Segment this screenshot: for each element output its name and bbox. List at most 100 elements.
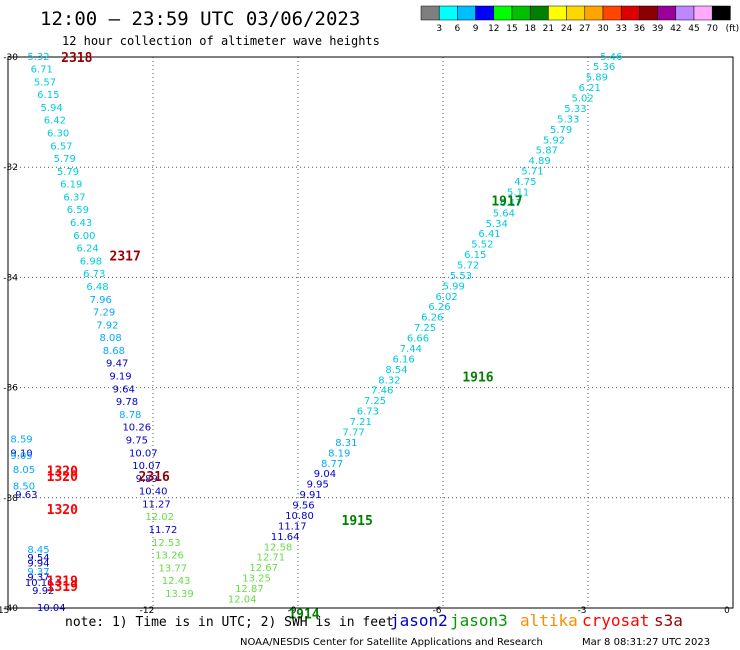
- color-swatch: [438, 5, 458, 21]
- wave-height-label: 13.26: [155, 551, 184, 562]
- wave-height-label: 5.72: [457, 260, 479, 271]
- pass-label: 1320: [47, 464, 78, 479]
- color-swatch: [693, 5, 713, 21]
- wave-height-label: 12.58: [264, 542, 293, 553]
- wave-height-label: 9.37: [27, 572, 49, 583]
- wave-height-label: 8.45: [27, 545, 49, 556]
- wave-height-label: 5.11: [507, 187, 529, 198]
- wave-height-label: 6.48: [86, 282, 108, 293]
- wave-height-label: 5.87: [536, 146, 558, 157]
- wave-height-label: 9.37: [27, 567, 49, 578]
- y-tick-label: -40: [3, 604, 18, 614]
- wave-height-label: 7.25: [414, 323, 436, 334]
- wave-height-label: 10.26: [122, 423, 151, 434]
- wave-height-label: 6.71: [31, 65, 53, 76]
- wave-height-label: 13.77: [159, 563, 188, 574]
- color-scale-unit: (ft): [726, 24, 740, 34]
- wave-height-label: 6.43: [70, 218, 92, 229]
- wave-height-label: 5.94: [40, 103, 62, 114]
- color-swatch: [602, 5, 622, 21]
- color-swatch: [475, 5, 495, 21]
- wave-height-label: 7.46: [371, 386, 393, 397]
- wave-height-label: 4.89: [529, 156, 551, 167]
- wave-height-label: 9.91: [299, 490, 321, 501]
- pass-label: 1319: [47, 574, 78, 589]
- wave-height-label: 5.89: [586, 73, 608, 84]
- wave-height-label: 9.05: [10, 451, 32, 462]
- wave-height-label: 13.39: [165, 589, 194, 600]
- pass-label: 1917: [491, 194, 522, 209]
- chart-title: 12:00 – 23:59 UTC 03/06/2023: [40, 8, 360, 30]
- wave-height-label: 10.07: [132, 461, 161, 472]
- wave-height-label: 5.92: [543, 135, 565, 146]
- wave-height-label: 6.59: [67, 205, 89, 216]
- wave-height-label: 4.75: [514, 177, 536, 188]
- color-scale-label: 3: [436, 24, 442, 34]
- wave-height-label: 9.47: [106, 359, 128, 370]
- x-tick-label: -9: [288, 606, 297, 616]
- mission-legend: jason2 jason3 altika cryosat s3a: [390, 611, 683, 630]
- wave-height-label: 5.33: [557, 114, 579, 125]
- wave-height-label: 5.99: [443, 281, 465, 292]
- wave-height-label: 12.04: [228, 594, 257, 605]
- wave-height-label: 9.95: [307, 480, 329, 491]
- wave-height-label: 5.34: [486, 219, 508, 230]
- wave-height-label: 7.25: [364, 396, 386, 407]
- y-tick-label: -32: [3, 163, 18, 173]
- wave-height-label: 8.68: [103, 346, 125, 357]
- color-swatch: [566, 5, 586, 21]
- color-swatch: [511, 5, 531, 21]
- wave-height-label: 6.16: [393, 354, 415, 365]
- wave-height-label: 9.92: [32, 586, 54, 597]
- color-scale-label: 42: [670, 24, 681, 34]
- wave-height-label: 5.52: [471, 240, 493, 251]
- wave-height-label: 12.67: [249, 563, 278, 574]
- wave-height-label: 13.25: [242, 574, 271, 585]
- color-scale-label: 45: [688, 24, 699, 34]
- color-swatch: [711, 5, 731, 21]
- wave-height-label: 5.71: [521, 167, 543, 178]
- footer-note: note: 1) Time is in UTC; 2) SWH is in fe…: [65, 615, 394, 630]
- wave-height-label: 6.17: [500, 198, 522, 209]
- data-marks: 5.32 6.715.57 6.15 5.94 6.42 6.306.57 5.79 5.79…: [10, 52, 622, 614]
- pass-label: 2316: [139, 470, 170, 485]
- wave-height-label: 11.64: [271, 532, 300, 543]
- wave-height-label: 7.29: [93, 308, 115, 319]
- wave-height-label: 12.02: [145, 512, 174, 523]
- color-swatch: [620, 5, 640, 21]
- wave-height-label: 5.46: [600, 52, 622, 63]
- x-tick-label: 0: [724, 606, 730, 616]
- wave-height-label: 12.87: [235, 584, 264, 595]
- pass-label: 1916: [462, 371, 493, 386]
- wave-height-label: 7.21: [350, 417, 372, 428]
- wave-height-label: 5.36: [593, 62, 615, 73]
- wave-height-label: 9.54: [27, 553, 49, 564]
- wave-height-label: 11.27: [142, 499, 171, 510]
- wave-height-label: 5.79: [54, 154, 76, 165]
- y-tick-label: -38: [3, 494, 18, 504]
- wave-height-label: 9.56: [292, 501, 314, 512]
- plot-frame: [7, 56, 734, 609]
- wave-height-label: 9.75: [126, 435, 148, 446]
- mission-legend-entry: altika: [520, 611, 578, 630]
- wave-height-label: 6.37: [63, 192, 85, 203]
- wave-height-label: 6.00: [73, 231, 95, 242]
- color-scale-label: 6: [455, 24, 461, 34]
- color-scale-label: 18: [524, 24, 536, 34]
- color-scale-label: 36: [634, 24, 646, 34]
- wave-height-label: 6.57: [50, 141, 72, 152]
- grid: [8, 57, 733, 608]
- wave-height-label: 10.40: [139, 487, 168, 498]
- wave-height-label: 12.53: [152, 538, 181, 549]
- wave-height-label: 9.04: [314, 469, 336, 480]
- pass-label: 1914: [288, 608, 319, 623]
- wave-height-label: 5.32: [27, 52, 49, 63]
- color-scale-label: 15: [506, 24, 517, 34]
- wave-height-label: 6.21: [579, 83, 601, 94]
- mission-legend-entry: jason3: [450, 611, 508, 630]
- wave-height-label: 5.79: [57, 167, 79, 178]
- y-tick-label: -36: [3, 384, 18, 394]
- wave-height-label: 8.78: [119, 410, 141, 421]
- wave-height-label: 8.50: [13, 482, 35, 493]
- wave-height-label: 5.79: [550, 125, 572, 136]
